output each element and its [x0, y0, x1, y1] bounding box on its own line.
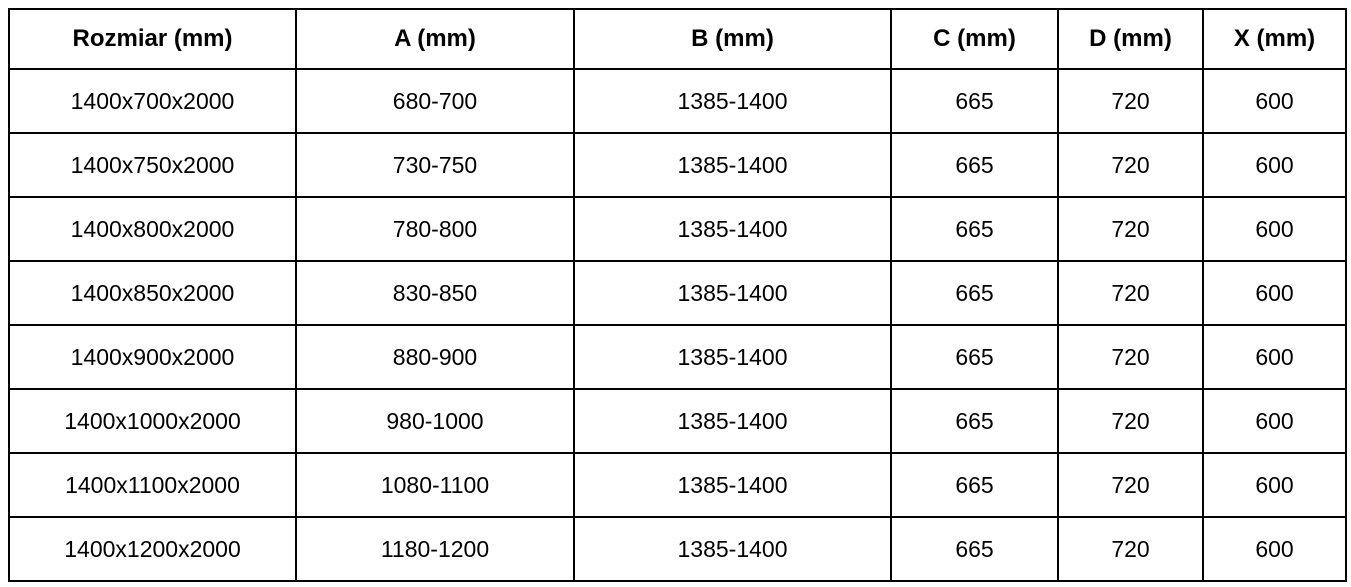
- table-cell: 665: [890, 196, 1059, 262]
- table-row: 1400x1200x2000 1180-1200 1385-1400 665 7…: [8, 516, 1347, 582]
- table-cell: 600: [1202, 196, 1347, 262]
- table-cell: 600: [1202, 388, 1347, 454]
- table-cell: 720: [1057, 68, 1204, 134]
- table-cell: 665: [890, 452, 1059, 518]
- table-cell: 1400x900x2000: [8, 324, 297, 390]
- table-cell: 665: [890, 132, 1059, 198]
- table-cell: 720: [1057, 388, 1204, 454]
- table-row: 1400x1000x2000 980-1000 1385-1400 665 72…: [8, 388, 1347, 454]
- table-cell: 1385-1400: [573, 452, 892, 518]
- table-row: 1400x1100x2000 1080-1100 1385-1400 665 7…: [8, 452, 1347, 518]
- table-cell: 665: [890, 324, 1059, 390]
- table-row: 1400x700x2000 680-700 1385-1400 665 720 …: [8, 68, 1347, 134]
- table-row: 1400x750x2000 730-750 1385-1400 665 720 …: [8, 132, 1347, 198]
- table-cell: 1385-1400: [573, 68, 892, 134]
- header-row: Rozmiar (mm) A (mm) B (mm) C (mm) D (mm)…: [8, 8, 1347, 70]
- table-cell: 1080-1100: [295, 452, 575, 518]
- table-cell: 1385-1400: [573, 196, 892, 262]
- table-cell: 730-750: [295, 132, 575, 198]
- table-cell: 720: [1057, 196, 1204, 262]
- table-cell: 1400x750x2000: [8, 132, 297, 198]
- table-cell: 600: [1202, 516, 1347, 582]
- table-cell: 980-1000: [295, 388, 575, 454]
- header-cell-a: A (mm): [295, 8, 575, 70]
- table-cell: 665: [890, 68, 1059, 134]
- table-cell: 720: [1057, 324, 1204, 390]
- table-cell: 680-700: [295, 68, 575, 134]
- table-cell: 1400x1100x2000: [8, 452, 297, 518]
- table-row: 1400x850x2000 830-850 1385-1400 665 720 …: [8, 260, 1347, 326]
- table-cell: 665: [890, 260, 1059, 326]
- table-cell: 600: [1202, 68, 1347, 134]
- table-cell: 600: [1202, 132, 1347, 198]
- table-cell: 720: [1057, 132, 1204, 198]
- header-cell-rozmiar: Rozmiar (mm): [8, 8, 297, 70]
- header-cell-c: C (mm): [890, 8, 1059, 70]
- table-row: 1400x900x2000 880-900 1385-1400 665 720 …: [8, 324, 1347, 390]
- table-cell: 830-850: [295, 260, 575, 326]
- table-cell: 1400x1200x2000: [8, 516, 297, 582]
- table-cell: 1400x850x2000: [8, 260, 297, 326]
- table-cell: 665: [890, 516, 1059, 582]
- table-row: 1400x800x2000 780-800 1385-1400 665 720 …: [8, 196, 1347, 262]
- table-cell: 1180-1200: [295, 516, 575, 582]
- table-cell: 1385-1400: [573, 388, 892, 454]
- table-cell: 1385-1400: [573, 260, 892, 326]
- header-cell-d: D (mm): [1057, 8, 1204, 70]
- table-cell: 1385-1400: [573, 516, 892, 582]
- table-cell: 1385-1400: [573, 132, 892, 198]
- table-cell: 600: [1202, 260, 1347, 326]
- table-cell: 720: [1057, 452, 1204, 518]
- dimension-table-container: Rozmiar (mm) A (mm) B (mm) C (mm) D (mm)…: [8, 8, 1347, 582]
- table-cell: 665: [890, 388, 1059, 454]
- table-cell: 600: [1202, 324, 1347, 390]
- table-cell: 600: [1202, 452, 1347, 518]
- spec-table: Rozmiar (mm) A (mm) B (mm) C (mm) D (mm)…: [8, 8, 1347, 582]
- table-cell: 880-900: [295, 324, 575, 390]
- table-cell: 720: [1057, 516, 1204, 582]
- table-cell: 780-800: [295, 196, 575, 262]
- table-cell: 720: [1057, 260, 1204, 326]
- table-cell: 1400x800x2000: [8, 196, 297, 262]
- header-cell-b: B (mm): [573, 8, 892, 70]
- header-cell-x: X (mm): [1202, 8, 1347, 70]
- table-cell: 1400x700x2000: [8, 68, 297, 134]
- table-cell: 1400x1000x2000: [8, 388, 297, 454]
- table-cell: 1385-1400: [573, 324, 892, 390]
